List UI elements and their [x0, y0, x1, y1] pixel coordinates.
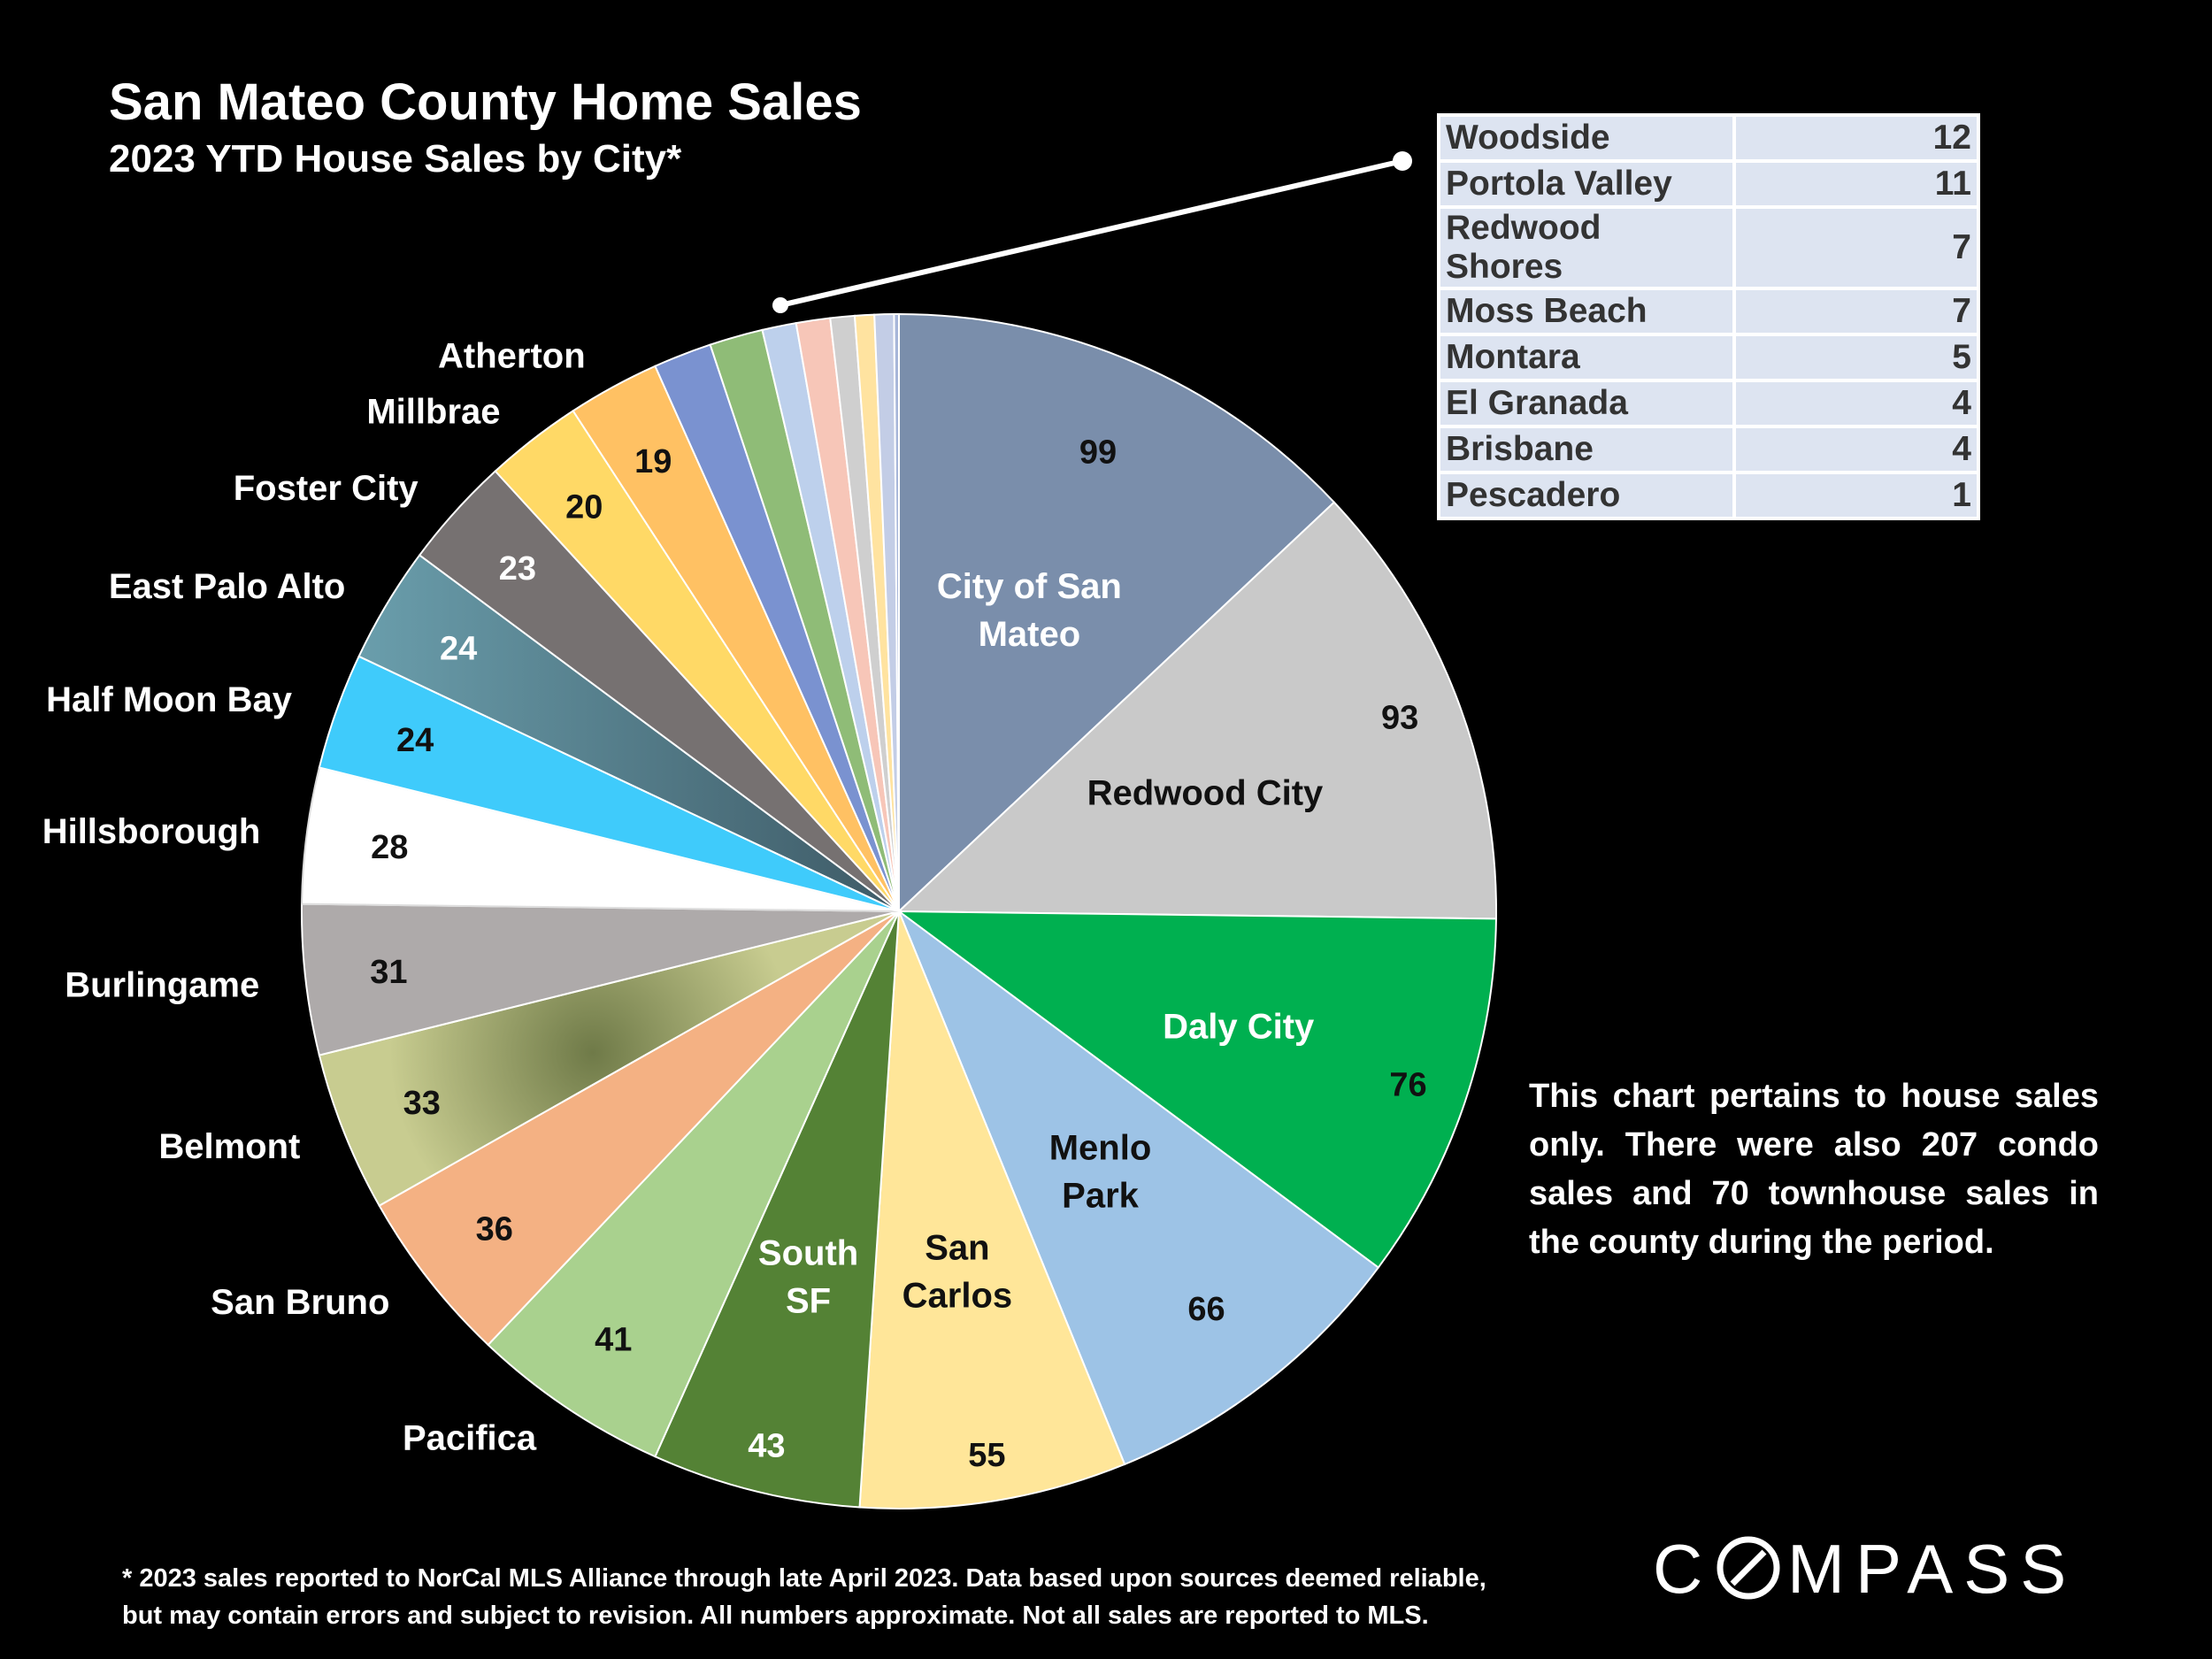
value-label-millbrae: 20 — [565, 488, 603, 526]
footnote: * 2023 sales reported to NorCal MLS Alli… — [122, 1560, 1626, 1634]
table-city-cell: Brisbane — [1437, 425, 1736, 474]
table-city-cell: Redwood Shores — [1437, 205, 1736, 290]
value-label-daly-city: 76 — [1389, 1066, 1426, 1103]
table-value-cell: 4 — [1732, 379, 1980, 428]
name-label-atherton: Atherton — [438, 337, 586, 376]
value-label-pacifica: 41 — [595, 1322, 632, 1359]
value-label-san-bruno: 36 — [476, 1211, 513, 1248]
pie-slice-city-of-san-mateo — [898, 312, 1336, 914]
value-label-half-moon-bay: 24 — [396, 722, 434, 759]
table-city-cell: Montara — [1437, 333, 1736, 382]
leader-dot-end — [1393, 151, 1412, 171]
name-label-millbrae: Millbrae — [366, 393, 500, 432]
table-row: Brisbane 4 — [1437, 425, 1980, 474]
value-label-foster-city: 23 — [499, 550, 536, 588]
chart-subtitle: 2023 YTD House Sales by City* — [109, 137, 682, 180]
table-city-cell: Pescadero — [1437, 471, 1736, 520]
table-value-cell: 5 — [1732, 333, 1980, 382]
small-slices-table: Woodside 12 Portola Valley 11 Redwood Sh… — [1437, 113, 1980, 520]
name-label-hillsborough: Hillsborough — [42, 812, 261, 851]
logo-text-start: C — [1653, 1532, 1711, 1603]
pie-slice-pacifica — [487, 910, 900, 1458]
name-label-city-of-san-mateo: City of San Mateo — [937, 567, 1122, 654]
name-label-east-palo-alto: East Palo Alto — [109, 567, 345, 606]
table-row: Pescadero 1 — [1437, 471, 1980, 520]
pie-slice-san-bruno — [378, 910, 900, 1347]
name-label-daly-city: Daly City — [1163, 1008, 1315, 1047]
name-label-san-carlos: San Carlos — [902, 1228, 1013, 1315]
chart-note: This chart pertains to house sales only.… — [1529, 1078, 2099, 1261]
value-label-burlingame: 31 — [370, 954, 407, 991]
footnote-line-2: but may contain errors and subject to re… — [122, 1601, 1429, 1630]
name-label-burlingame: Burlingame — [65, 965, 259, 1004]
table-row: Redwood Shores 7 — [1437, 205, 1980, 290]
table-value-cell: 7 — [1732, 205, 1980, 290]
leader-dot-start — [772, 297, 788, 313]
value-label-redwood-city: 93 — [1381, 700, 1418, 737]
table-value-cell: 1 — [1732, 471, 1980, 520]
name-label-pacifica: Pacifica — [403, 1419, 537, 1458]
table-row: Montara 5 — [1437, 333, 1980, 382]
pie-slice-pescadero — [893, 312, 900, 912]
table-value-cell: 7 — [1732, 287, 1980, 336]
table-city-cell: Moss Beach — [1437, 287, 1736, 336]
name-label-redwood-city: Redwood City — [1087, 773, 1324, 812]
table-value-cell: 12 — [1732, 113, 1980, 163]
table-city-cell: Woodside — [1437, 113, 1736, 163]
value-label-san-carlos: 55 — [968, 1437, 1005, 1474]
pie-slice-san-carlos — [858, 910, 1126, 1509]
table-city-cell: Portola Valley — [1437, 159, 1736, 209]
name-label-half-moon-bay: Half Moon Bay — [46, 680, 293, 719]
table-value-cell: 11 — [1732, 159, 1980, 209]
compass-o-icon — [1717, 1536, 1780, 1600]
footnote-line-1: * 2023 sales reported to NorCal MLS Alli… — [122, 1564, 1486, 1593]
value-label-belmont: 33 — [403, 1085, 441, 1122]
chart-title: San Mateo County Home Sales — [109, 73, 862, 131]
value-label-menlo-park: 66 — [1187, 1291, 1225, 1328]
logo-text-end: MPASS — [1787, 1532, 2077, 1603]
name-label-menlo-park: Menlo Park — [1049, 1128, 1152, 1215]
table-value-cell: 4 — [1732, 425, 1980, 474]
name-label-san-bruno: San Bruno — [211, 1283, 389, 1322]
pie-slice-menlo-park — [896, 909, 1380, 1466]
value-label-city-of-san-mateo: 99 — [1079, 434, 1117, 472]
pie-slice-daly-city — [895, 910, 1497, 1269]
table-row: Portola Valley 11 — [1437, 159, 1980, 209]
value-label-atherton: 19 — [634, 443, 672, 480]
pie-slice-south-sf — [654, 910, 900, 1509]
name-label-foster-city: Foster City — [234, 469, 419, 508]
leader-line — [780, 158, 1403, 308]
name-label-belmont: Belmont — [158, 1127, 300, 1166]
table-row: El Granada 4 — [1437, 379, 1980, 428]
pie-slice-redwood-city — [896, 501, 1497, 920]
compass-logo: C MPASS — [1653, 1532, 2077, 1603]
table-row: Moss Beach 7 — [1437, 287, 1980, 336]
table-row: Woodside 12 — [1437, 113, 1980, 163]
name-label-south-sf: South SF — [758, 1234, 858, 1321]
pie-slice-belmont — [318, 910, 900, 1208]
value-label-hillsborough: 28 — [371, 829, 408, 866]
value-label-east-palo-alto: 24 — [440, 630, 477, 667]
table-city-cell: El Granada — [1437, 379, 1736, 428]
value-label-south-sf: 43 — [748, 1428, 785, 1465]
